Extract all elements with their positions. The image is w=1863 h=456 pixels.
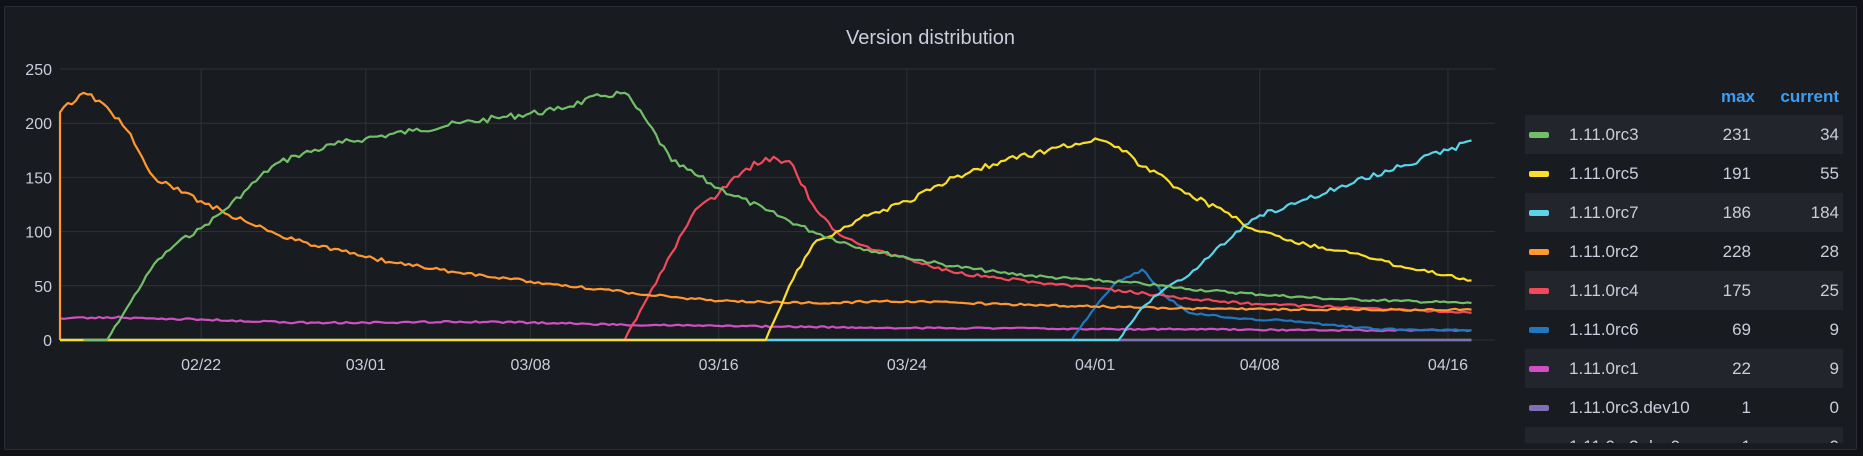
legend: max current 1.11.0rc3 231 34 1.11.0rc5 191 55… <box>1525 79 1843 443</box>
grid-lines <box>60 68 1495 341</box>
legend-swatch <box>1529 288 1549 294</box>
legend-item[interactable]: 1.11.0rc4 175 25 <box>1525 271 1843 310</box>
legend-current-value: 55 <box>1820 164 1839 183</box>
legend-item[interactable]: 1.11.0rc3.dev10 1 0 <box>1525 388 1843 427</box>
legend-series-name: 1.11.0rc7 <box>1569 203 1639 222</box>
legend-item[interactable]: 1.11.0rc2 228 28 <box>1525 232 1843 271</box>
legend-current-value: 28 <box>1820 242 1839 261</box>
series-line-1-11-0rc3 <box>83 90 1472 342</box>
legend-current-value: 25 <box>1820 281 1839 300</box>
series-line-1-11-0rc5 <box>60 137 1472 342</box>
legend-current-value: 9 <box>1829 320 1839 339</box>
legend-max-value: 1 <box>1742 427 1751 443</box>
y-axis: 0 50 100 150 200 250 <box>25 62 52 350</box>
legend-series-name: 1.11.0rc3 <box>1569 125 1639 144</box>
legend-current-header[interactable]: current <box>1780 87 1839 106</box>
y-tick-label: 250 <box>25 62 52 79</box>
x-tick-label: 04/08 <box>1240 357 1280 374</box>
legend-max-value: 1 <box>1741 398 1751 417</box>
legend-max-value: 186 <box>1722 203 1751 222</box>
legend-max-value: 175 <box>1722 281 1751 300</box>
legend-series-name: 1.11.0rc3.dev10 <box>1569 398 1690 417</box>
legend-current-value: 9 <box>1829 359 1839 378</box>
legend-item[interactable]: 1.11.0rc5 191 55 <box>1525 154 1843 193</box>
legend-max-value: 231 <box>1722 125 1751 144</box>
legend-rows: 1.11.0rc3 231 34 1.11.0rc5 191 55 1.11.0rc7 186… <box>1525 115 1843 443</box>
legend-swatch <box>1529 210 1549 216</box>
series-line-1-11-0rc2 <box>58 91 1472 340</box>
series-line-1-11-0rc1 <box>59 315 1472 333</box>
legend-current-value: 0 <box>1829 398 1839 417</box>
chart-title: Version distribution <box>846 27 1015 49</box>
line-chart: 0 50 100 150 200 250 02/22 03/01 03/08 03/16 03/2… <box>25 62 1495 374</box>
x-tick-label: 03/08 <box>510 357 550 374</box>
legend-series-name: 1.11.0rc6 <box>1569 320 1639 339</box>
legend-swatch <box>1529 366 1549 372</box>
chart-panel: Version distribution 0 50 100 150 200 250 02/… <box>4 6 1857 450</box>
legend-max-value: 191 <box>1722 164 1751 183</box>
legend-current-value: 0 <box>1830 427 1839 443</box>
legend-swatch <box>1529 132 1549 138</box>
legend-series-name: 1.11.0rc4 <box>1569 281 1639 300</box>
legend-series-name: 1.11.0rc3.dev9 <box>1569 427 1680 443</box>
y-tick-label: 50 <box>34 279 52 296</box>
x-tick-label: 04/16 <box>1428 357 1468 374</box>
x-axis: 02/22 03/01 03/08 03/16 03/24 04/01 04/08 04/16 <box>181 357 1468 374</box>
legend-swatch <box>1529 171 1549 177</box>
series-lines <box>58 90 1472 342</box>
legend-max-value: 228 <box>1722 242 1751 261</box>
legend-max-header[interactable]: max <box>1720 87 1755 106</box>
x-tick-label: 03/16 <box>699 357 739 374</box>
legend-swatch <box>1529 327 1549 333</box>
x-tick-label: 02/22 <box>181 357 221 374</box>
legend-current-value: 184 <box>1810 203 1839 222</box>
legend-max-value: 22 <box>1732 359 1751 378</box>
legend-item[interactable]: 1.11.0rc3.dev9 1 0 <box>1525 427 1843 443</box>
legend-current-value: 34 <box>1820 125 1839 144</box>
legend-swatch <box>1529 249 1549 255</box>
legend-max-value: 69 <box>1732 320 1751 339</box>
legend-series-name: 1.11.0rc5 <box>1569 164 1639 183</box>
x-tick-label: 03/24 <box>887 357 927 374</box>
legend-item[interactable]: 1.11.0rc6 69 9 <box>1525 310 1843 349</box>
x-tick-label: 03/01 <box>346 357 386 374</box>
y-tick-label: 150 <box>25 170 52 187</box>
legend-series-name: 1.11.0rc1 <box>1569 359 1639 378</box>
legend-header: max current <box>1525 79 1843 115</box>
x-tick-label: 04/01 <box>1075 357 1115 374</box>
legend-series-name: 1.11.0rc2 <box>1569 242 1639 261</box>
legend-item[interactable]: 1.11.0rc7 186 184 <box>1525 193 1843 232</box>
legend-item[interactable]: 1.11.0rc1 22 9 <box>1525 349 1843 388</box>
y-tick-label: 0 <box>43 333 52 350</box>
legend-item[interactable]: 1.11.0rc3 231 34 <box>1525 115 1843 154</box>
y-tick-label: 200 <box>25 116 52 133</box>
legend-swatch <box>1529 405 1549 411</box>
y-tick-label: 100 <box>25 225 52 242</box>
